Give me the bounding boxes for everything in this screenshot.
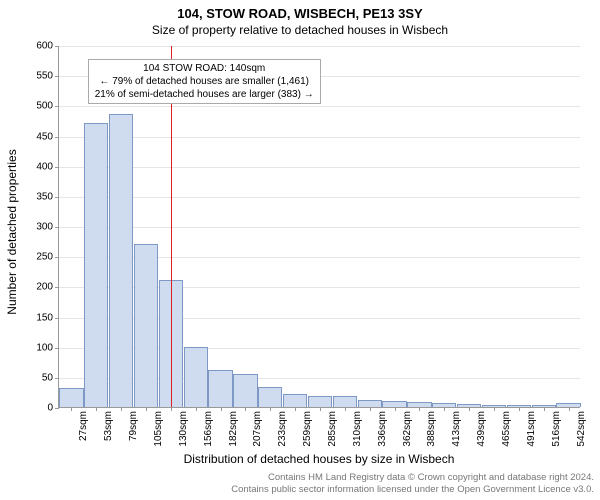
annotation-line: 21% of semi-detached houses are larger (… — [95, 88, 314, 101]
x-tick-label: 413sqm — [449, 407, 462, 447]
x-tick-mark — [96, 407, 97, 411]
x-tick-label: 259sqm — [300, 407, 313, 447]
histogram-bar — [358, 400, 382, 407]
y-tick-label: 100 — [36, 342, 59, 353]
x-tick-mark — [395, 407, 396, 411]
histogram-bar — [84, 123, 108, 407]
histogram-bar — [233, 374, 257, 407]
gridline — [59, 46, 580, 47]
x-tick-label: 285sqm — [325, 407, 338, 447]
gridline — [59, 137, 580, 138]
x-tick-label: 27sqm — [76, 407, 89, 441]
x-tick-label: 336sqm — [375, 407, 388, 447]
histogram-bar — [208, 370, 232, 407]
page-subtitle: Size of property relative to detached ho… — [0, 21, 600, 37]
histogram-bar — [109, 114, 133, 407]
x-tick-mark — [71, 407, 72, 411]
y-tick-label: 250 — [36, 252, 59, 263]
x-tick-mark — [121, 407, 122, 411]
y-tick-label: 300 — [36, 222, 59, 233]
gridline — [59, 106, 580, 107]
x-tick-label: 130sqm — [176, 407, 189, 447]
y-axis-label: Number of detached properties — [5, 149, 19, 314]
y-tick-label: 350 — [36, 191, 59, 202]
x-tick-label: 542sqm — [574, 407, 587, 447]
x-tick-label: 207sqm — [250, 407, 263, 447]
y-tick-label: 550 — [36, 71, 59, 82]
annotation-line: 104 STOW ROAD: 140sqm — [95, 62, 314, 75]
x-tick-label: 388sqm — [424, 407, 437, 447]
histogram-bar — [283, 394, 307, 407]
plot-region: 05010015020025030035040045050055060027sq… — [58, 46, 580, 408]
x-tick-label: 310sqm — [350, 407, 363, 447]
x-tick-mark — [419, 407, 420, 411]
x-tick-mark — [519, 407, 520, 411]
caption-line-1: Contains HM Land Registry data © Crown c… — [231, 472, 594, 484]
x-tick-mark — [370, 407, 371, 411]
x-tick-mark — [146, 407, 147, 411]
x-tick-label: 156sqm — [201, 407, 214, 447]
chart-container: 104, STOW ROAD, WISBECH, PE13 3SY Size o… — [0, 0, 600, 500]
histogram-bar — [333, 396, 357, 407]
x-tick-label: 105sqm — [151, 407, 164, 447]
x-tick-label: 362sqm — [400, 407, 413, 447]
x-tick-mark — [444, 407, 445, 411]
histogram-bar — [134, 244, 158, 407]
x-tick-mark — [320, 407, 321, 411]
x-tick-mark — [295, 407, 296, 411]
y-tick-label: 600 — [36, 41, 59, 52]
x-tick-label: 233sqm — [275, 407, 288, 447]
y-tick-label: 450 — [36, 131, 59, 142]
annotation-box: 104 STOW ROAD: 140sqm← 79% of detached h… — [88, 59, 321, 104]
x-tick-label: 491sqm — [524, 407, 537, 447]
y-tick-label: 50 — [42, 372, 59, 383]
gridline — [59, 197, 580, 198]
chart-plot-area: 05010015020025030035040045050055060027sq… — [58, 46, 580, 408]
histogram-bar — [258, 387, 282, 407]
x-tick-mark — [345, 407, 346, 411]
source-caption: Contains HM Land Registry data © Crown c… — [231, 472, 594, 496]
x-tick-mark — [469, 407, 470, 411]
x-tick-mark — [569, 407, 570, 411]
histogram-bar — [308, 396, 332, 407]
x-tick-mark — [171, 407, 172, 411]
histogram-bar — [184, 347, 208, 407]
caption-line-2: Contains public sector information licen… — [231, 484, 594, 496]
x-tick-mark — [196, 407, 197, 411]
y-tick-label: 0 — [47, 403, 59, 414]
x-axis-label: Distribution of detached houses by size … — [184, 452, 455, 466]
x-tick-label: 516sqm — [549, 407, 562, 447]
y-tick-label: 400 — [36, 161, 59, 172]
gridline — [59, 227, 580, 228]
x-tick-label: 53sqm — [101, 407, 114, 441]
y-tick-label: 200 — [36, 282, 59, 293]
x-tick-label: 79sqm — [126, 407, 139, 441]
x-tick-mark — [245, 407, 246, 411]
page-title: 104, STOW ROAD, WISBECH, PE13 3SY — [0, 0, 600, 21]
x-tick-label: 465sqm — [499, 407, 512, 447]
x-tick-label: 182sqm — [226, 407, 239, 447]
x-tick-mark — [270, 407, 271, 411]
x-tick-mark — [544, 407, 545, 411]
y-tick-label: 150 — [36, 312, 59, 323]
gridline — [59, 167, 580, 168]
x-tick-label: 439sqm — [474, 407, 487, 447]
histogram-bar — [59, 388, 83, 407]
y-tick-label: 500 — [36, 101, 59, 112]
x-tick-mark — [494, 407, 495, 411]
annotation-line: ← 79% of detached houses are smaller (1,… — [95, 75, 314, 88]
x-tick-mark — [221, 407, 222, 411]
